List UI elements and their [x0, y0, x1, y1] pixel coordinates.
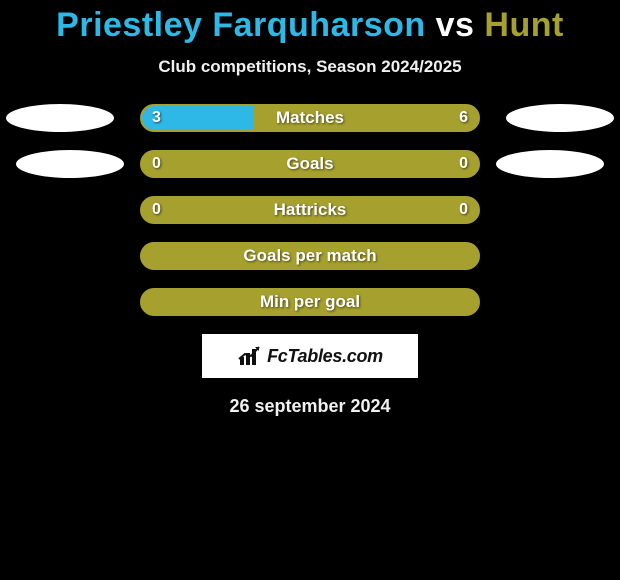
player1-oval: [6, 104, 114, 132]
player1-name: Priestley Farquharson: [56, 6, 426, 44]
stat-label: Goals per match: [142, 244, 478, 268]
player2-name: Hunt: [484, 6, 563, 44]
vs-text: vs: [436, 6, 475, 44]
badge-text: FcTables.com: [267, 346, 383, 367]
stat-rows: 36Matches 00Goals 00Hattricks Goals per mat…: [0, 104, 620, 316]
comparison-infographic: Priestley Farquharson vs Hunt Club compe…: [0, 0, 620, 580]
source-badge: FcTables.com: [202, 334, 418, 378]
stat-bar: Goals per match: [140, 242, 480, 270]
stat-bar: 36Matches: [140, 104, 480, 132]
player2-oval: [496, 150, 604, 178]
stat-row: Min per goal: [0, 288, 620, 316]
subtitle: Club competitions, Season 2024/2025: [0, 57, 620, 77]
stat-bar: 00Hattricks: [140, 196, 480, 224]
player2-oval: [506, 104, 614, 132]
stat-label: Min per goal: [142, 290, 478, 314]
stat-row: 00Hattricks: [0, 196, 620, 224]
stat-label: Hattricks: [142, 198, 478, 222]
stat-label: Matches: [142, 106, 478, 130]
stat-label: Goals: [142, 152, 478, 176]
bar-chart-icon: [237, 345, 263, 367]
page-title: Priestley Farquharson vs Hunt: [0, 6, 620, 45]
stat-bar: 00Goals: [140, 150, 480, 178]
date-text: 26 september 2024: [0, 396, 620, 417]
stat-row: Goals per match: [0, 242, 620, 270]
stat-row: 36Matches: [0, 104, 620, 132]
stat-row: 00Goals: [0, 150, 620, 178]
player1-oval: [16, 150, 124, 178]
stat-bar: Min per goal: [140, 288, 480, 316]
